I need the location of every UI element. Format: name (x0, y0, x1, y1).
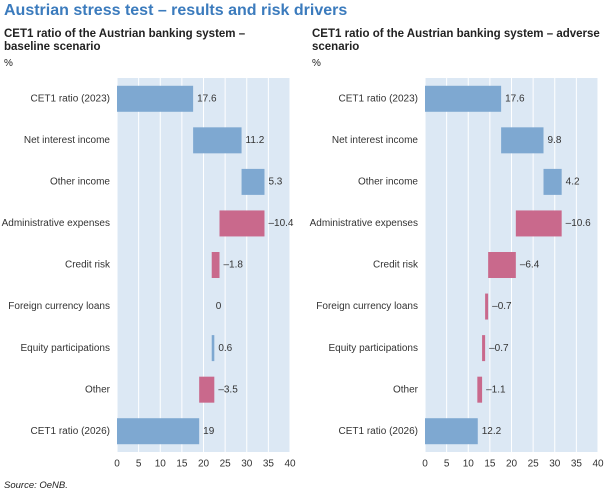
bar (117, 418, 200, 445)
x-tick-label: 25 (528, 459, 540, 470)
value-label: –1.8 (224, 260, 244, 271)
category-label: Other (393, 384, 419, 395)
x-tick-label: 10 (155, 459, 167, 470)
x-tick-label: 20 (506, 459, 518, 470)
bar (211, 335, 215, 362)
category-label: Foreign currency loans (316, 301, 418, 312)
x-tick-label: 15 (484, 459, 496, 470)
bar (488, 252, 516, 278)
bar (515, 210, 562, 237)
x-tick-label: 35 (571, 459, 583, 470)
bar (425, 85, 502, 112)
bar (199, 376, 215, 403)
category-label: Equity participations (21, 343, 111, 354)
category-label: Other income (358, 177, 418, 188)
bar (501, 127, 544, 154)
value-label: –0.7 (489, 343, 509, 354)
bar (482, 335, 486, 362)
unit-label: % (312, 58, 321, 69)
bar (219, 210, 265, 237)
bar (477, 376, 483, 403)
x-tick-label: 35 (263, 459, 275, 470)
value-label: 17.6 (197, 93, 217, 104)
category-label: Credit risk (65, 260, 111, 271)
category-label: CET1 ratio (2023) (339, 93, 418, 104)
bar (485, 293, 489, 320)
category-label: Administrative expenses (310, 218, 418, 229)
chart-title: CET1 ratio of the Austrian banking syste… (312, 28, 600, 53)
category-label: Equity participations (329, 343, 419, 354)
category-label: Foreign currency loans (8, 301, 110, 312)
bar (211, 252, 220, 278)
category-label: Net interest income (332, 135, 419, 146)
source-note: Source: OeNB. (4, 480, 68, 491)
value-label: 12.2 (482, 426, 502, 437)
value-label: 0.6 (218, 343, 232, 354)
value-label: 19 (203, 426, 215, 437)
bar (543, 168, 562, 195)
value-label: 11.2 (246, 135, 265, 146)
category-label: Net interest income (24, 135, 111, 146)
category-label: Other income (50, 177, 110, 188)
bar (193, 127, 242, 154)
x-tick-label: 10 (463, 459, 475, 470)
chart-title: CET1 ratio of the Austrian banking syste… (4, 28, 246, 53)
x-tick-label: 0 (422, 459, 428, 470)
bar (241, 168, 265, 195)
value-label: 4.2 (566, 177, 580, 188)
x-tick-label: 15 (176, 459, 188, 470)
value-label: –0.7 (492, 301, 512, 312)
x-tick-label: 40 (284, 459, 296, 470)
value-label: –3.5 (218, 384, 238, 395)
x-tick-label: 40 (592, 459, 604, 470)
bar (117, 85, 194, 112)
x-tick-label: 25 (220, 459, 232, 470)
category-label: Administrative expenses (2, 218, 110, 229)
unit-label: % (4, 58, 13, 69)
value-label: 5.3 (268, 177, 282, 188)
x-tick-label: 30 (549, 459, 561, 470)
category-label: CET1 ratio (2023) (31, 93, 110, 104)
value-label: 0 (216, 301, 222, 312)
bar (425, 418, 478, 445)
value-label: 17.6 (505, 93, 525, 104)
x-tick-label: 20 (198, 459, 210, 470)
page-title: Austrian stress test – results and risk … (4, 2, 348, 19)
x-tick-label: 0 (114, 459, 120, 470)
category-label: CET1 ratio (2026) (31, 426, 110, 437)
category-label: CET1 ratio (2026) (339, 426, 418, 437)
value-label: 9.8 (548, 135, 562, 146)
value-label: –10.6 (566, 218, 591, 229)
x-tick-label: 5 (136, 459, 142, 470)
category-label: Credit risk (373, 260, 419, 271)
x-tick-label: 5 (444, 459, 450, 470)
x-tick-label: 30 (241, 459, 253, 470)
value-label: –1.1 (486, 384, 506, 395)
category-label: Other (85, 384, 111, 395)
value-label: –10.4 (268, 218, 293, 229)
value-label: –6.4 (520, 260, 540, 271)
